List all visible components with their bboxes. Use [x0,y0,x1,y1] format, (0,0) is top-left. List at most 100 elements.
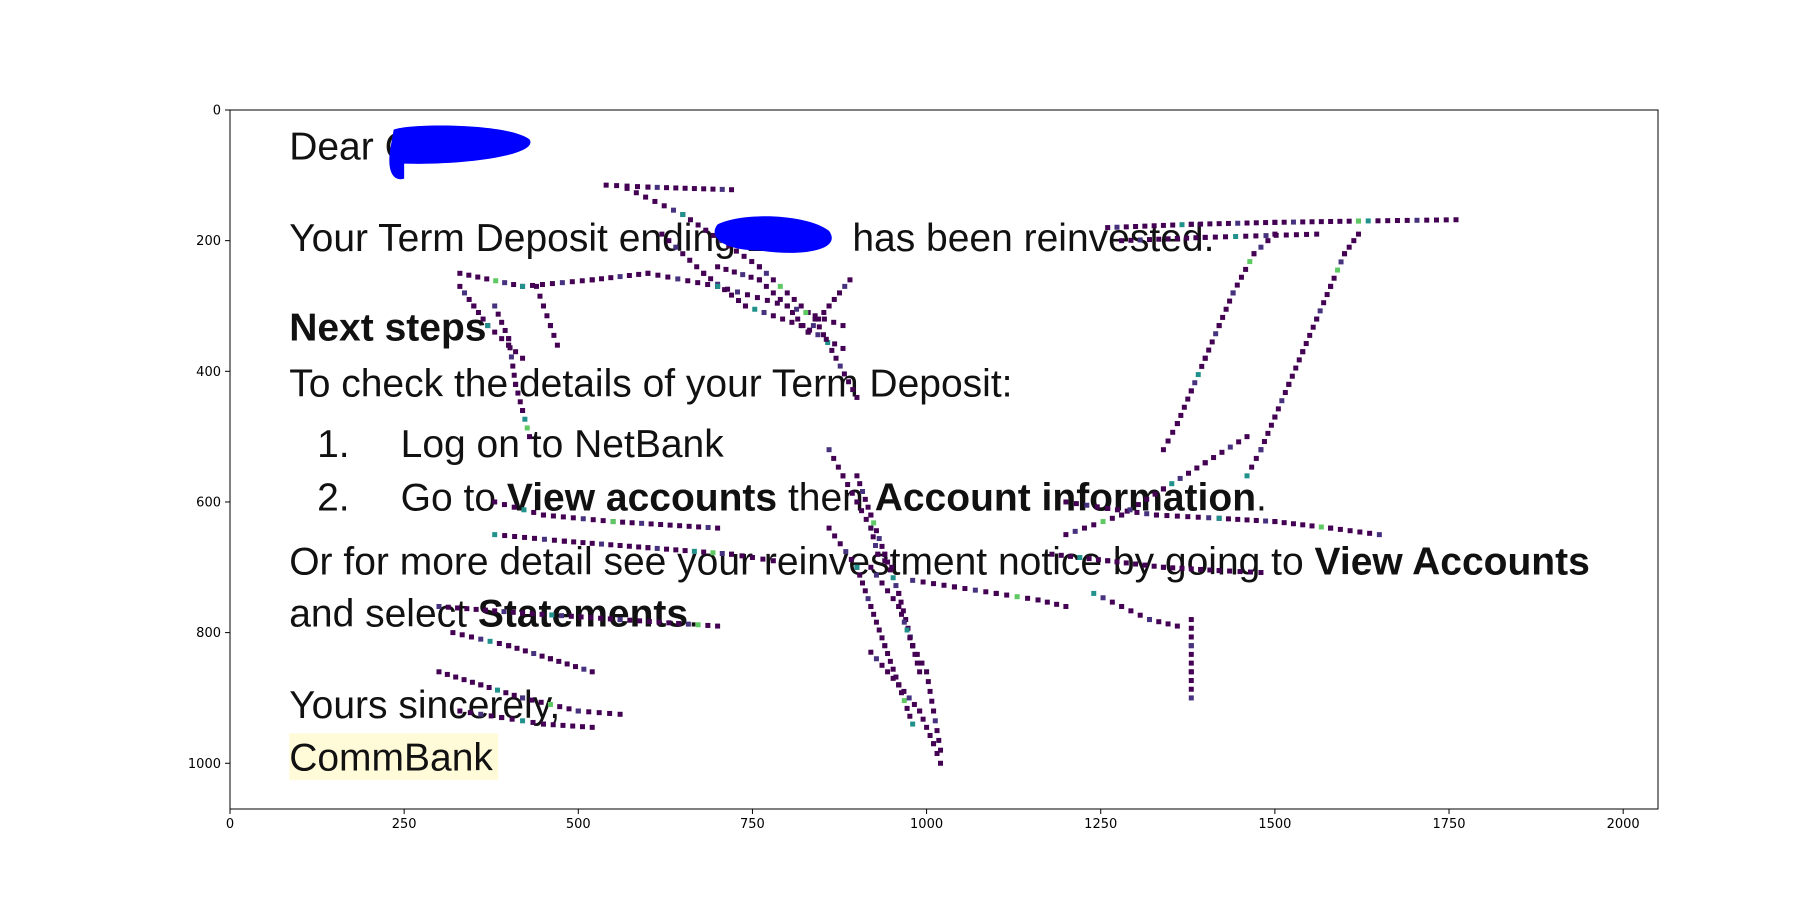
heatmap-cell [749,259,755,265]
redactions [389,125,832,253]
heatmap-cell [931,581,937,587]
heatmap-cell [652,198,658,204]
heatmap-cell [1300,219,1306,225]
heatmap-cell [539,611,545,617]
heatmap-cell [896,603,902,609]
plot-area [229,109,1659,810]
heatmap-cell [859,580,865,586]
heatmap-cell [1216,568,1222,574]
heatmap-cell [1188,617,1194,623]
heatmap-cell [1164,513,1170,519]
heatmap-cell [564,661,570,667]
heatmap-cell [1275,406,1281,412]
heatmap-cell [1216,221,1222,227]
heatmap-cell [1188,634,1194,640]
heatmap-cell [859,489,865,495]
x-tick-label: 0 [226,817,234,832]
heatmap-cell [1151,563,1157,569]
heatmap-cell [1174,421,1180,427]
heatmap-cell [575,708,581,714]
heatmap-cell [1286,381,1292,387]
heatmap-cell [1178,412,1184,418]
heatmap-cell [941,582,947,588]
heatmap-cell [763,270,769,276]
heatmap-cell [532,535,538,541]
heatmap-cell [784,290,790,296]
heatmap-cell [1177,475,1183,481]
heatmap-cell [868,564,874,570]
heatmap-cell [511,504,517,510]
heatmap-cell [484,276,490,282]
heatmap-cell [911,701,917,707]
heatmap-cell [682,548,688,554]
heatmap-cell [882,551,888,557]
heatmap-cell [547,656,553,662]
heatmap-cell [1124,508,1130,514]
heatmap-cell [547,323,553,329]
heatmap-cell [1202,234,1208,240]
heatmap-cell [1194,465,1200,471]
heatmap-cell [893,674,899,680]
heatmap-cell [833,355,839,361]
heatmap-cell [1035,597,1041,603]
heatmap-cell [741,253,747,259]
heatmap-cell [715,525,721,531]
heatmap-cell [687,257,693,263]
heatmap-cell [455,605,461,611]
heatmap-cell [910,577,916,583]
heatmap-cell [520,355,526,361]
heatmap-cell [719,550,725,556]
heatmap-cell [520,283,526,289]
heatmap-cell [754,295,760,301]
heatmap-cell [1114,507,1120,513]
heatmap-cell [457,283,463,289]
heatmap-cell [617,274,623,280]
heatmap-cell [924,724,930,730]
heatmap-cell [710,550,716,556]
heatmap-cell [524,425,530,431]
heatmap-cell [1186,470,1192,476]
heatmap-cell [695,280,701,286]
heatmap-cell [676,620,682,626]
heatmap-cell [859,508,865,514]
heatmap-cell [1251,251,1257,257]
x-tick-label: 1750 [1432,817,1465,832]
heatmap-cell [639,520,645,526]
heatmap-cell [1318,524,1324,530]
heatmap-cell [478,682,484,688]
heatmap-cell [643,194,649,200]
heatmap-cell [529,697,535,703]
heatmap-cell [865,504,871,510]
heatmap-cell [1213,331,1219,337]
x-tick-label: 250 [392,817,417,832]
heatmap-cell [459,632,465,638]
heatmap-cell [541,536,547,542]
heatmap-cell [1244,220,1250,226]
heatmap-cell [529,611,535,617]
heatmap-cell [917,708,923,714]
heatmap-cell [1258,244,1264,250]
heatmap-cell [1086,556,1092,562]
heatmap-cell [521,507,527,513]
heatmap-cell [658,522,664,528]
heatmap-cell [551,537,557,543]
heatmap-cell [599,541,605,547]
heatmap-cell [1160,564,1166,570]
heatmap-cell [1272,519,1278,525]
heatmap-cell [487,638,493,644]
heatmap-cell [450,630,456,636]
heatmap-cell [1109,599,1115,605]
heatmap-cell [936,737,942,743]
heatmap-cell [701,186,707,192]
heatmap-cell [1394,218,1400,224]
heatmap-cell [436,603,442,609]
heatmap-cell [1244,517,1250,523]
heatmap-cell [1156,236,1162,242]
heatmap-cell [603,182,609,188]
heatmap-cell [1128,608,1134,614]
heatmap-cell [510,609,516,615]
heatmap-cell [848,556,854,562]
heatmap-cell [633,190,639,196]
heatmap-cell [607,616,613,622]
heatmap-cell [691,548,697,554]
